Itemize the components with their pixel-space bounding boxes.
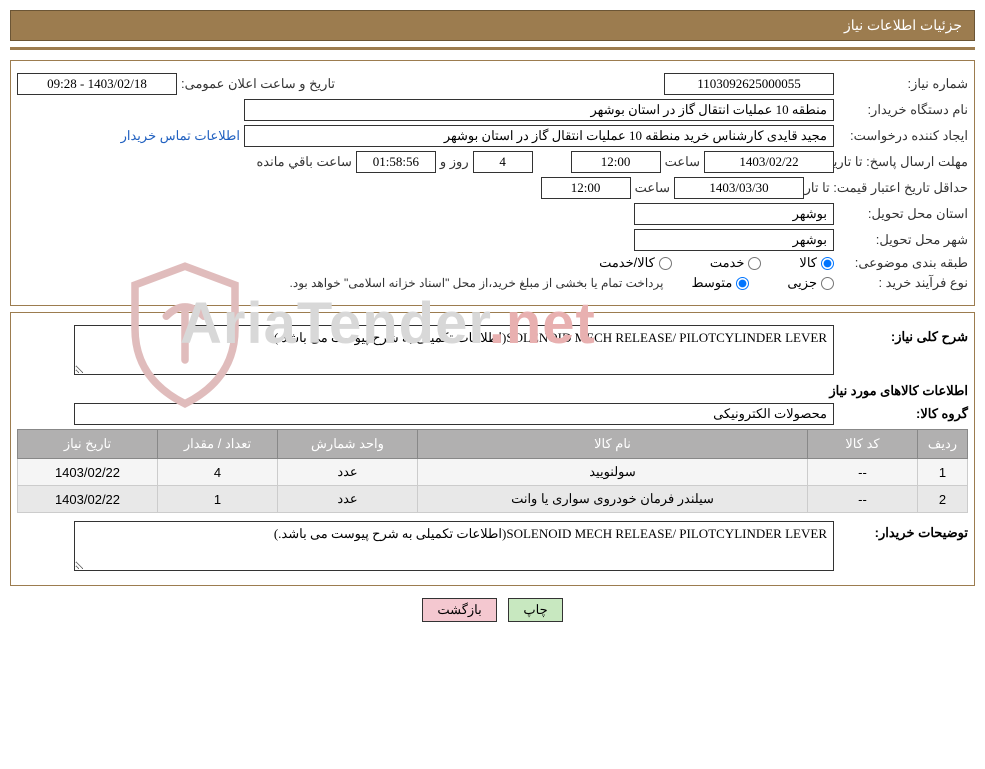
button-row: چاپ بازگشت	[0, 598, 985, 622]
buyer-org-label: نام دستگاه خریدار:	[838, 102, 968, 118]
need-number-label: شماره نیاز:	[838, 76, 968, 92]
general-desc-textarea[interactable]	[74, 325, 834, 375]
group-value: محصولات الکترونیکی	[74, 403, 834, 425]
province-label: استان محل تحویل:	[838, 206, 968, 222]
general-desc-label: شرح کلی نیاز:	[838, 325, 968, 345]
radio-goods[interactable]: کالا	[799, 255, 834, 271]
radio-goods-input[interactable]	[821, 257, 834, 270]
th-unit: واحد شمارش	[278, 430, 418, 459]
radio-goods-service-input[interactable]	[659, 257, 672, 270]
deadline-date: 1403/02/22	[704, 151, 834, 173]
radio-partial-input[interactable]	[821, 277, 834, 290]
need-number-value: 1103092625000055	[664, 73, 834, 95]
panel-title: جزئیات اطلاعات نیاز	[844, 17, 962, 33]
th-qty: تعداد / مقدار	[158, 430, 278, 459]
validity-label: حداقل تاریخ اعتبار قیمت: تا تاریخ:	[808, 180, 968, 196]
back-button[interactable]: بازگشت	[422, 598, 496, 622]
group-label: گروه کالا:	[838, 406, 968, 422]
days-remaining: 4	[473, 151, 533, 173]
deadline-time: 12:00	[571, 151, 661, 173]
radio-service-input[interactable]	[748, 257, 761, 270]
announce-date-label: تاریخ و ساعت اعلان عمومی:	[181, 76, 335, 92]
announce-date-value: 1403/02/18 - 09:28	[17, 73, 177, 95]
print-button[interactable]: چاپ	[508, 598, 562, 622]
buyer-org-value: منطقه 10 عملیات انتقال گاز در استان بوشه…	[244, 99, 834, 121]
purchase-note: پرداخت تمام یا بخشی از مبلغ خرید،از محل …	[290, 276, 664, 290]
th-row: ردیف	[918, 430, 968, 459]
buyer-notes-label: توضیحات خریدار:	[838, 521, 968, 541]
remaining-label: ساعت باقي مانده	[256, 154, 351, 170]
details-panel: شرح کلی نیاز: اطلاعات کالاهای مورد نیاز …	[10, 312, 975, 586]
table-row: 2 -- سیلندر فرمان خودروی سواری یا وانت ع…	[18, 486, 968, 513]
rooz-va-label: روز و	[440, 154, 469, 170]
main-info-panel: شماره نیاز: 1103092625000055 تاریخ و ساع…	[10, 60, 975, 306]
province-value: بوشهر	[634, 203, 834, 225]
category-label: طبقه بندی موضوعی:	[838, 255, 968, 271]
radio-medium-input[interactable]	[736, 277, 749, 290]
table-row: 1 -- سولنویید عدد 4 1403/02/22	[18, 459, 968, 486]
panel-header: جزئیات اطلاعات نیاز	[10, 10, 975, 41]
th-code: کد کالا	[808, 430, 918, 459]
radio-goods-service[interactable]: کالا/خدمت	[599, 255, 672, 271]
th-name: نام کالا	[418, 430, 808, 459]
validity-time: 12:00	[541, 177, 631, 199]
requester-label: ایجاد کننده درخواست:	[838, 128, 968, 144]
time-remaining: 01:58:56	[356, 151, 436, 173]
city-value: بوشهر	[634, 229, 834, 251]
contact-link[interactable]: اطلاعات تماس خریدار	[121, 128, 240, 144]
saat-label-2: ساعت	[635, 180, 670, 196]
radio-partial[interactable]: جزیی	[787, 275, 834, 291]
radio-medium[interactable]: متوسط	[691, 275, 749, 291]
saat-label-1: ساعت	[665, 154, 700, 170]
th-date: تاریخ نیاز	[18, 430, 158, 459]
header-underline	[10, 47, 975, 50]
items-header: اطلاعات کالاهای مورد نیاز	[829, 383, 968, 399]
validity-date: 1403/03/30	[674, 177, 804, 199]
items-table: ردیف کد کالا نام کالا واحد شمارش تعداد /…	[17, 429, 968, 513]
buyer-notes-textarea[interactable]	[74, 521, 834, 571]
requester-value: مجید قایدی کارشناس خرید منطقه 10 عملیات …	[244, 125, 834, 147]
deadline-label: مهلت ارسال پاسخ: تا تاریخ:	[838, 154, 968, 170]
purchase-type-label: نوع فرآیند خرید :	[838, 275, 968, 291]
radio-service[interactable]: خدمت	[710, 255, 762, 271]
city-label: شهر محل تحویل:	[838, 232, 968, 248]
